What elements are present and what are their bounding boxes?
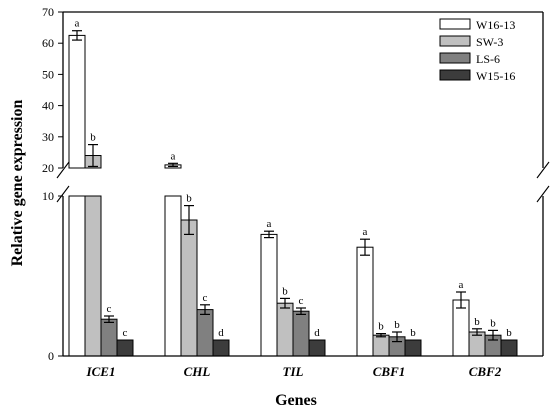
axis-break-mark (536, 185, 550, 203)
x-tick-label: CBF1 (373, 364, 406, 379)
significance-label: a (171, 150, 176, 162)
y-tick-label: 10 (42, 189, 54, 203)
legend-label: W15-16 (476, 69, 515, 83)
bar-SW-3-TIL (276, 302, 294, 357)
significance-label: b (394, 319, 400, 331)
bar-LS-6-CHL (196, 309, 214, 357)
significance-label: a (363, 226, 368, 238)
bar-SW-3-CHL (180, 219, 198, 357)
significance-label: d (314, 327, 320, 339)
bar-W16-13-CBF1 (356, 246, 374, 357)
significance-label: c (299, 295, 304, 307)
bar-LS-6-ICE1 (100, 318, 118, 357)
significance-label: b (378, 321, 384, 333)
y-tick-label: 70 (42, 5, 54, 19)
x-tick-label: ICE1 (86, 364, 116, 379)
bar-W15-16-ICE1 (116, 339, 134, 357)
bar-W15-16-TIL (308, 339, 326, 357)
y-tick-label: 40 (42, 99, 54, 113)
axis-break-mark (536, 161, 550, 179)
y-axis-title: Relative gene expression (9, 100, 26, 267)
x-axis-title: Genes (275, 392, 317, 409)
legend-swatch (439, 69, 471, 81)
significance-label: c (107, 303, 112, 315)
significance-label: b (410, 327, 416, 339)
bar-W15-16-CHL (212, 339, 230, 357)
significance-label: b (186, 193, 192, 205)
legend-swatch (439, 35, 471, 47)
y-tick-label: 60 (42, 36, 54, 50)
significance-label: b (506, 327, 512, 339)
significance-label: b (490, 317, 496, 329)
axis-break-mark (56, 161, 70, 179)
y-tick-label: 30 (42, 130, 54, 144)
x-tick-label: CHL (184, 364, 211, 379)
significance-label: b (90, 132, 96, 144)
bar-W16-13-ICE1 (68, 195, 86, 357)
significance-label: c (203, 292, 208, 304)
significance-label: b (474, 316, 480, 328)
legend-label: SW-3 (476, 35, 503, 49)
legend-swatch (439, 52, 471, 64)
y-tick-label: 50 (42, 67, 54, 81)
bar-W16-13-CHL (164, 195, 182, 357)
bar-W15-16-CBF2 (500, 339, 518, 357)
chart-axes: Relative gene expression Genes 20 30 40 50 6… (9, 5, 550, 409)
y-tick-label: 0 (48, 349, 54, 363)
significance-label: c (123, 327, 128, 339)
legend-label: LS-6 (476, 52, 500, 66)
bar-W16-13-TIL (260, 233, 278, 357)
significance-label: d (218, 327, 224, 339)
significance-label: b (282, 285, 288, 297)
bar-SW-3-CBF1 (372, 334, 390, 357)
bar-W16-13-ICE1 (68, 34, 86, 169)
bar-SW-3-ICE1 (84, 195, 102, 357)
legend-swatch (439, 18, 471, 30)
axis-break-mark (56, 185, 70, 203)
x-tick-label: CBF2 (469, 364, 502, 379)
bar-LS-6-TIL (292, 310, 310, 357)
significance-label: a (75, 18, 80, 30)
significance-label: a (459, 279, 464, 291)
significance-label: a (267, 218, 272, 230)
y-tick-label: 20 (42, 161, 54, 175)
legend-label: W16-13 (476, 18, 515, 32)
x-tick-label: TIL (283, 364, 304, 379)
bar-W15-16-CBF1 (404, 339, 422, 357)
